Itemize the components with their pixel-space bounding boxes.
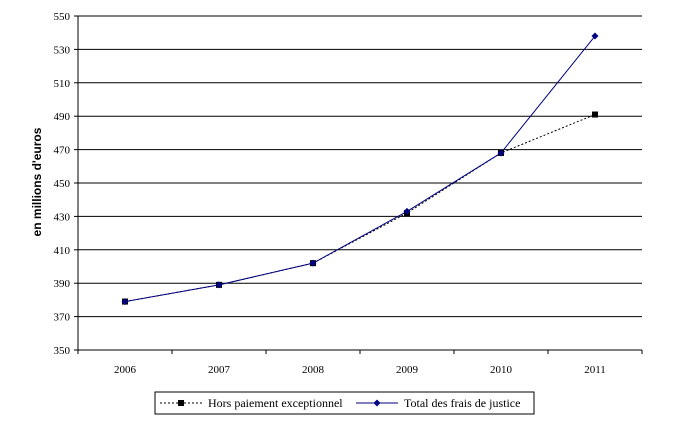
y-tick-label: 550 — [54, 11, 71, 23]
x-tick-label: 2009 — [396, 364, 419, 376]
legend-label: Hors paiement exceptionnel — [208, 396, 343, 410]
x-tick-label: 2007 — [208, 364, 231, 376]
y-tick-label: 470 — [54, 145, 71, 157]
gridlines — [78, 15, 642, 318]
y-tick-label: 450 — [54, 178, 71, 190]
x-tick-label: 2011 — [584, 364, 606, 376]
y-axis-label: en millions d'euros — [30, 127, 44, 236]
data-point-diamond — [309, 259, 317, 267]
y-tick-label: 430 — [54, 211, 71, 223]
y-tick-label: 510 — [54, 78, 71, 90]
x-tick-label: 2006 — [114, 364, 137, 376]
y-tick-label: 530 — [54, 44, 71, 56]
data-point-diamond — [497, 149, 505, 157]
y-tick-label: 350 — [54, 345, 71, 357]
y-tick-label: 370 — [54, 312, 71, 324]
y-tick-label: 490 — [54, 111, 71, 123]
x-tick-label: 2010 — [490, 364, 513, 376]
series-line — [124, 35, 596, 303]
data-point-diamond — [373, 399, 381, 407]
data-point-diamond — [215, 281, 223, 289]
legend: Hors paiement exceptionnel Total des frai… — [154, 391, 535, 415]
data-point-diamond — [121, 298, 129, 306]
series-line — [124, 114, 596, 303]
y-axis-ticks: 350 370 390 410 430 450 470 490 510 530 550 — [54, 11, 78, 357]
data-point-diamond — [403, 207, 411, 215]
legend-label: Total des frais de justice — [404, 396, 520, 410]
data-point-square — [592, 111, 598, 118]
y-tick-label: 410 — [54, 245, 71, 257]
data-point-diamond — [591, 32, 599, 40]
legend-box — [154, 391, 535, 415]
data-point-square — [178, 400, 184, 406]
series-group — [121, 32, 599, 306]
y-tick-label: 390 — [54, 278, 71, 290]
x-axis-ticks: 2006 2007 2008 2009 2010 2011 — [77, 350, 643, 376]
axes — [77, 16, 642, 351]
x-tick-label: 2008 — [302, 364, 325, 376]
